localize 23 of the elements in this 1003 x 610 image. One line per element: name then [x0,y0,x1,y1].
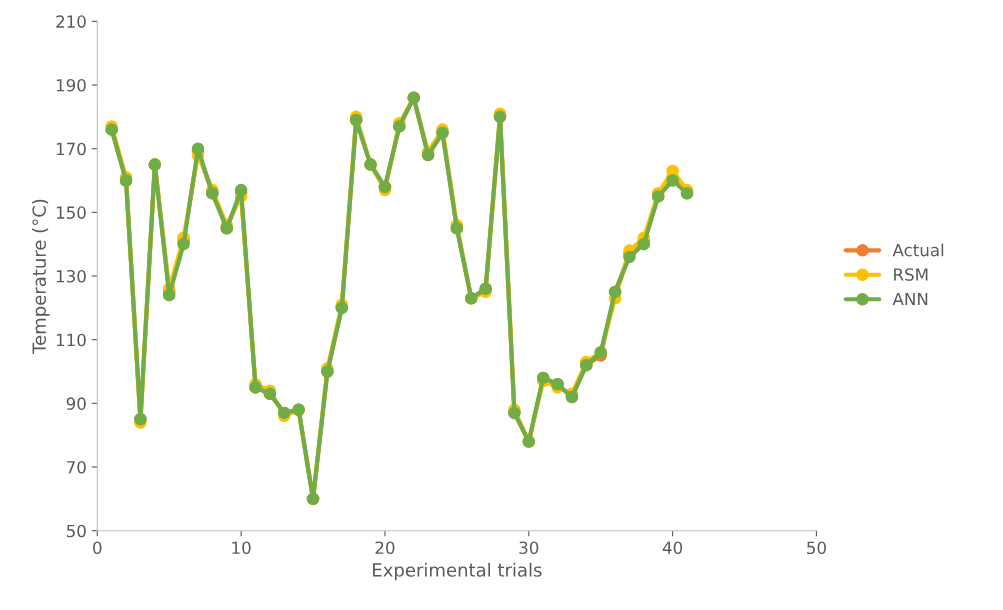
y-axis-title: Temperature (°C) [32,199,50,354]
x-tick-label: 10 [232,541,251,555]
x-axis-title: Experimental trials [373,562,542,581]
point [623,250,636,264]
y-tick-label: 50 [66,524,86,538]
y-tick-label: 70 [67,460,86,474]
x-tick-label: 40 [662,541,683,555]
legend-label: Actual [892,243,944,257]
y-tick-label: 110 [56,333,86,347]
y-tick-label: 150 [56,206,86,219]
x-tick-label: 0 [93,541,102,555]
x-tick-label: 20 [375,541,395,555]
x-tick-label: 50 [807,541,826,555]
x-tick-label: 30 [519,541,539,555]
y-tick-label: 170 [56,142,86,156]
y-tick-label: 90 [66,397,86,410]
legend-label: RSM [894,268,928,281]
y-tick-label: 190 [56,78,86,92]
y-tick-label: 130 [56,269,86,283]
legend-label: ANN [892,292,928,306]
point [191,142,205,155]
point [234,183,248,197]
y-tick-label: 210 [56,15,86,28]
